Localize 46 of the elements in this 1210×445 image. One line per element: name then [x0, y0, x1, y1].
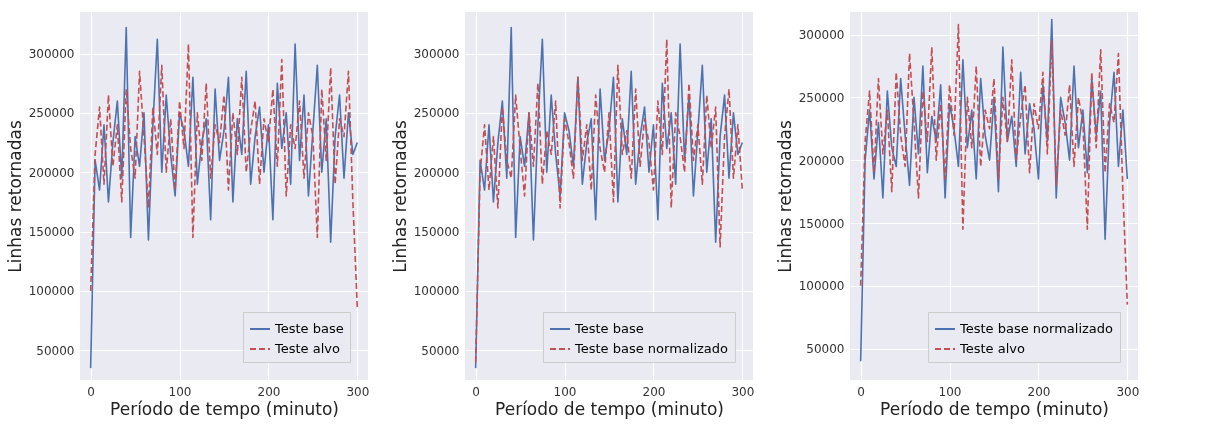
line-series: [859, 18, 1129, 362]
x-tick-label: 200: [642, 384, 666, 399]
x-axis-title: Período de tempo (minuto): [110, 398, 339, 419]
y-tick-label: 250000: [28, 106, 75, 121]
legend-label: Teste base normalizado: [574, 341, 729, 356]
y-axis-title: Linhas retornadas: [774, 120, 795, 273]
legend-label: Teste base normalizado: [959, 321, 1114, 336]
y-tick-label: 100000: [28, 284, 75, 299]
x-tick-label: 100: [168, 384, 192, 399]
y-tick-label: 250000: [413, 106, 460, 121]
x-tick-label: 100: [938, 384, 962, 399]
x-tick-label: 200: [1027, 384, 1051, 399]
y-tick-label: 100000: [413, 284, 460, 299]
y-tick-label: 150000: [413, 225, 460, 240]
y-tick-label: 200000: [798, 153, 845, 168]
x-tick-label: 300: [346, 384, 370, 399]
line-series: [89, 26, 359, 369]
y-tick-label: 150000: [28, 225, 75, 240]
x-axis-title: Período de tempo (minuto): [495, 398, 724, 419]
x-tick-label: 300: [1116, 384, 1140, 399]
line-series: [859, 23, 1129, 306]
y-axis-title: Linhas retornadas: [4, 120, 25, 273]
y-axis-title: Linhas retornadas: [389, 120, 410, 273]
y-tick-label: 150000: [798, 216, 845, 231]
x-tick-label: 0: [87, 384, 95, 399]
x-tick-label: 0: [472, 384, 480, 399]
y-tick-label: 50000: [421, 343, 460, 358]
legend-label: Teste alvo: [274, 341, 340, 356]
y-tick-label: 50000: [36, 343, 75, 358]
x-tick-label: 300: [731, 384, 755, 399]
x-axis-title: Período de tempo (minuto): [880, 398, 1109, 419]
legend-label: Teste base: [274, 321, 344, 336]
y-tick-label: 300000: [413, 47, 460, 62]
y-tick-label: 200000: [413, 165, 460, 180]
y-tick-label: 200000: [28, 165, 75, 180]
legend-label: Teste alvo: [959, 341, 1025, 356]
x-tick-label: 100: [553, 384, 577, 399]
y-tick-label: 100000: [798, 279, 845, 294]
y-tick-label: 250000: [798, 90, 845, 105]
line-series: [89, 43, 359, 310]
legend-label: Teste base: [574, 321, 644, 336]
y-tick-label: 300000: [798, 28, 845, 43]
y-tick-label: 300000: [28, 47, 75, 62]
x-tick-label: 0: [857, 384, 865, 399]
y-tick-label: 50000: [806, 342, 845, 357]
x-tick-label: 200: [257, 384, 281, 399]
